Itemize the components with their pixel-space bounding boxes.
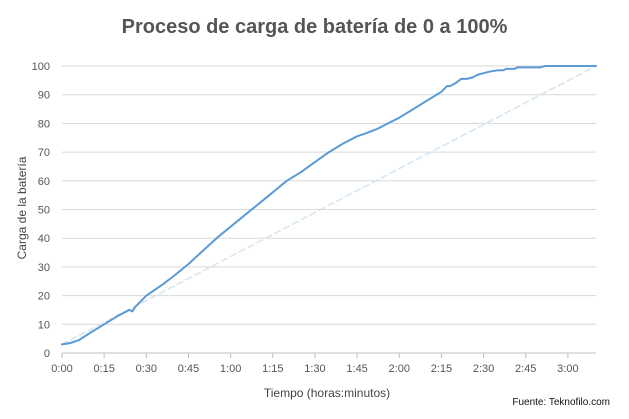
charge-curve bbox=[61, 65, 597, 346]
x-tick-label: 0:45 bbox=[178, 363, 199, 375]
gridlines bbox=[62, 65, 596, 325]
x-tick-label: 0:15 bbox=[93, 363, 114, 375]
y-tick-label: 90 bbox=[38, 90, 50, 102]
x-tick-label: 1:30 bbox=[304, 363, 325, 375]
y-tick-label: 80 bbox=[38, 118, 50, 130]
y-tick-label: 10 bbox=[38, 319, 50, 331]
x-tick-label: 2:30 bbox=[473, 363, 494, 375]
x-tick-label: 0:00 bbox=[51, 363, 72, 375]
y-tick-label: 20 bbox=[38, 291, 50, 303]
x-tick-label: 2:15 bbox=[431, 363, 452, 375]
x-tick-label: 2:45 bbox=[515, 363, 536, 375]
source-note: Fuente: Teknofilo.com bbox=[512, 397, 610, 408]
axes: 0 10 20 30 40 50 60 70 80 90 100 0:00 0:15 0:30 0:45 1:… bbox=[32, 61, 596, 375]
y-axis-title: Carga de la batería bbox=[15, 156, 29, 259]
y-tick-label: 30 bbox=[38, 262, 50, 274]
x-tick-label: 1:15 bbox=[262, 363, 283, 375]
y-tick-label: 70 bbox=[38, 147, 50, 159]
y-tick-label: 40 bbox=[38, 233, 50, 245]
x-tick-label: 2:00 bbox=[389, 363, 410, 375]
x-axis-title: Tiempo (horas:minutos) bbox=[264, 386, 390, 400]
chart-title: Proceso de carga de batería de 0 a 100% bbox=[121, 16, 508, 38]
x-tick-label: 0:30 bbox=[136, 363, 157, 375]
y-tick-label: 100 bbox=[32, 61, 50, 73]
series-layer bbox=[61, 65, 597, 346]
x-tick-label: 1:00 bbox=[220, 363, 241, 375]
x-tick-label: 1:45 bbox=[346, 363, 367, 375]
y-tick-label: 60 bbox=[38, 176, 50, 188]
y-tick-label: 50 bbox=[38, 205, 50, 217]
x-tick-label: 3:00 bbox=[557, 363, 578, 375]
reference-line bbox=[61, 65, 597, 346]
y-tick-label: 0 bbox=[44, 348, 50, 360]
